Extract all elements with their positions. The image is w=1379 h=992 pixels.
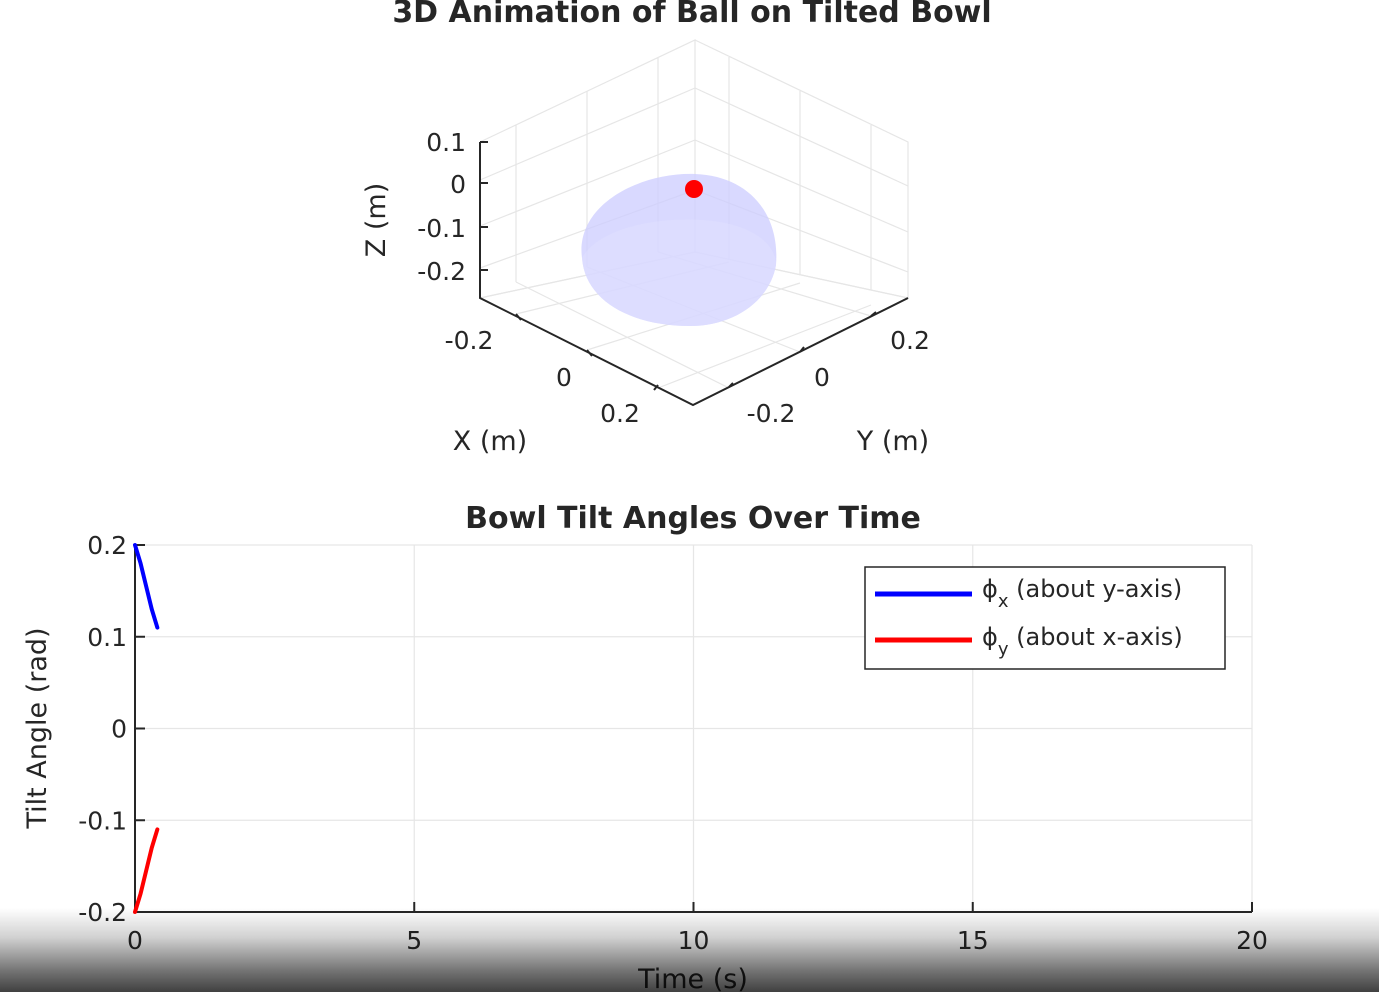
x-tick-label: 10 <box>678 926 710 955</box>
z-tick-label: -0.1 <box>417 214 466 243</box>
legend-entry-phi-y: ϕy (about x-axis) <box>982 623 1183 660</box>
y-tick-label: 0 <box>111 715 127 744</box>
ball-marker <box>685 180 703 198</box>
series-line-phi-y <box>133 827 160 914</box>
legend: ϕx (about y-axis) ϕy (about x-axis) <box>864 566 1226 670</box>
y-tick-label: -0.1 <box>78 806 127 835</box>
x-tick-label: 0 <box>556 363 572 392</box>
plot-3d-title: 3D Animation of Ball on Tilted Bowl <box>392 0 991 30</box>
y-tick-label: 0.2 <box>87 531 127 560</box>
series-line-phi-x <box>133 543 160 630</box>
x-tick-label: 5 <box>406 926 422 955</box>
plot-2d-title: Bowl Tilt Angles Over Time <box>465 501 921 536</box>
z-tick-label: 0 <box>450 170 466 199</box>
y-axis-label: Tilt Angle (rad) <box>22 627 53 829</box>
legend-entry-phi-x: ϕx (about y-axis) <box>982 575 1182 612</box>
y-axis-label: Y (m) <box>856 426 929 457</box>
y-tick-label: -0.2 <box>78 898 127 927</box>
x-axis-label: Time (s) <box>637 964 748 992</box>
x-tick-label: -0.2 <box>445 326 494 355</box>
plot-3d-ticks <box>480 141 877 391</box>
legend-box <box>864 566 1226 670</box>
x-tick-label: 20 <box>1236 926 1268 955</box>
y-tick-label: 0 <box>814 363 830 392</box>
y-tick-label: -0.2 <box>747 399 796 428</box>
x-tick-label: 0 <box>127 926 143 955</box>
z-tick-label: -0.2 <box>417 257 466 286</box>
plot-tilt-angles: Bowl Tilt Angles Over Time 0 5 10 15 20 0.2 0.… <box>22 501 1268 992</box>
x-tick-label: 0.2 <box>600 399 640 428</box>
plot-3d-bowl: 3D Animation of Ball on Tilted Bowl <box>361 0 992 457</box>
z-tick-label: 0.1 <box>426 128 466 157</box>
bowl-surface <box>581 173 777 326</box>
x-tick-label: 15 <box>957 926 989 955</box>
y-tick-label: 0.1 <box>87 623 127 652</box>
x-axis-label: X (m) <box>453 426 527 457</box>
y-tick-label: 0.2 <box>890 326 930 355</box>
plot-2d-series <box>133 543 160 914</box>
z-axis-label: Z (m) <box>361 183 392 257</box>
